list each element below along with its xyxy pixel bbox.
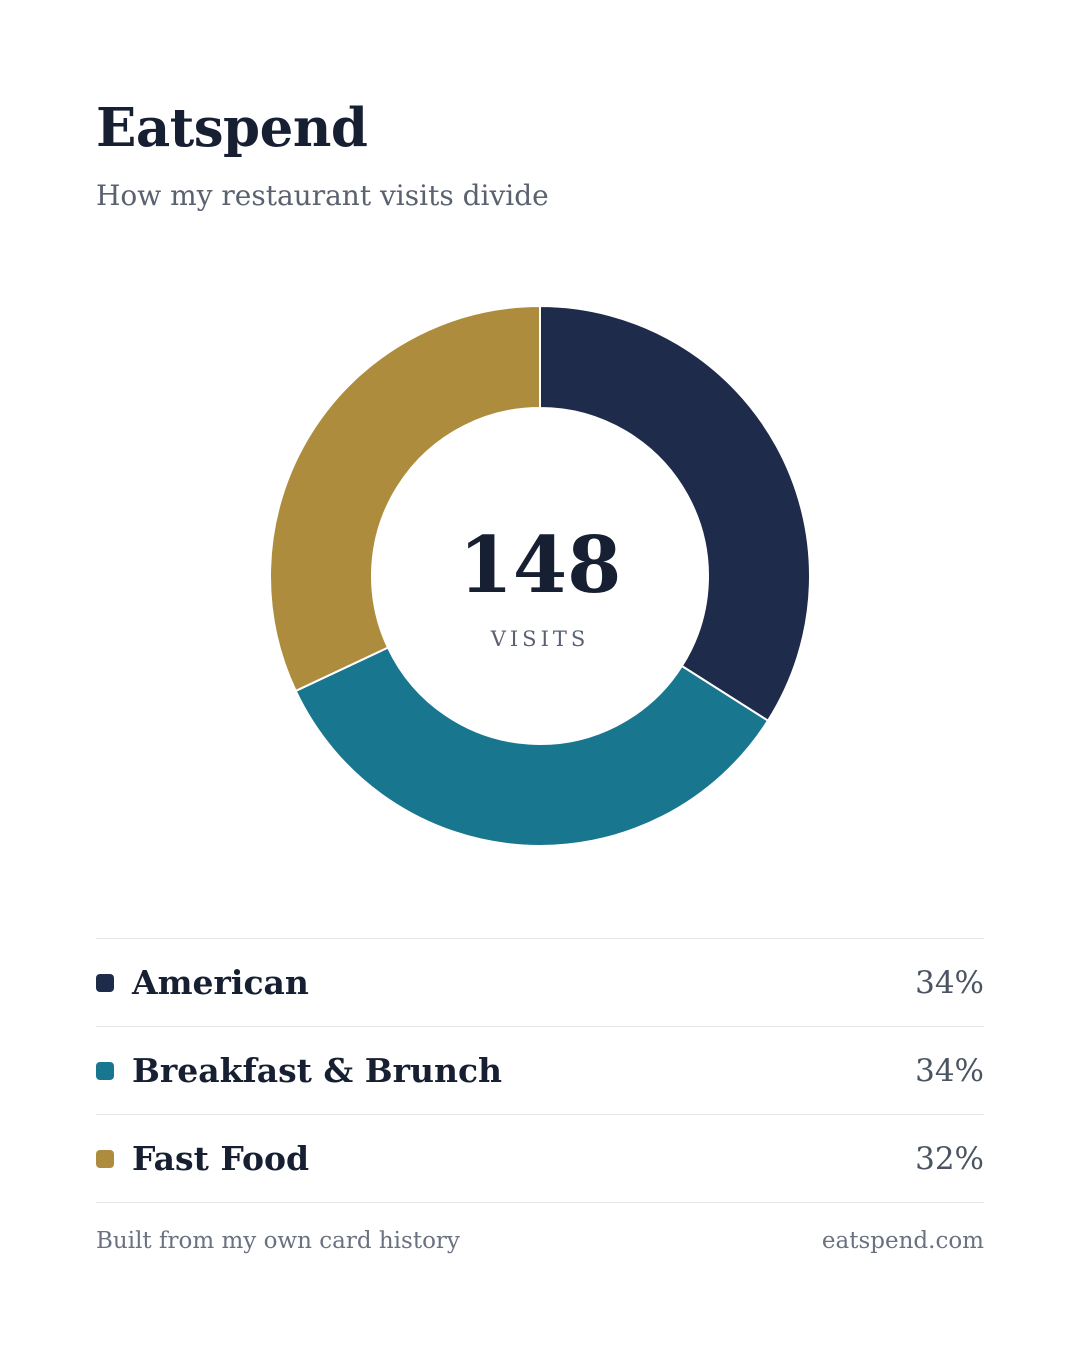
legend-value: 32%: [915, 1140, 984, 1177]
legend-value: 34%: [915, 964, 984, 1001]
legend-item: Breakfast & Brunch 34%: [96, 1027, 984, 1115]
legend-item: Fast Food 32%: [96, 1115, 984, 1203]
donut-slice-fast-food: [269, 304, 541, 693]
page-title: Eatspend: [96, 97, 368, 159]
center-total-value: 148: [459, 520, 622, 611]
legend-label: American: [132, 963, 309, 1002]
center-total-label: VISITS: [490, 627, 590, 651]
donut-slice-breakfast-brunch: [294, 646, 770, 847]
legend-swatch: [96, 1149, 114, 1168]
legend-swatch: [96, 973, 114, 992]
legend-label: Breakfast & Brunch: [132, 1051, 503, 1090]
legend-item: American 34%: [96, 939, 984, 1027]
legend-value: 34%: [915, 1052, 984, 1089]
page-subtitle: How my restaurant visits divide: [96, 179, 549, 212]
footer-site: eatspend.com: [821, 1228, 984, 1254]
legend-label: Fast Food: [132, 1139, 310, 1178]
donut-slice-american: [539, 304, 811, 723]
donut-slices: [269, 304, 811, 847]
legend-swatch: [96, 1061, 114, 1080]
footer-note: Built from my own card history: [96, 1228, 460, 1254]
footer: Built from my own card history eatspend.…: [96, 1228, 984, 1254]
chart-legend: American 34% Breakfast & Brunch 34% Fast…: [96, 938, 984, 1203]
